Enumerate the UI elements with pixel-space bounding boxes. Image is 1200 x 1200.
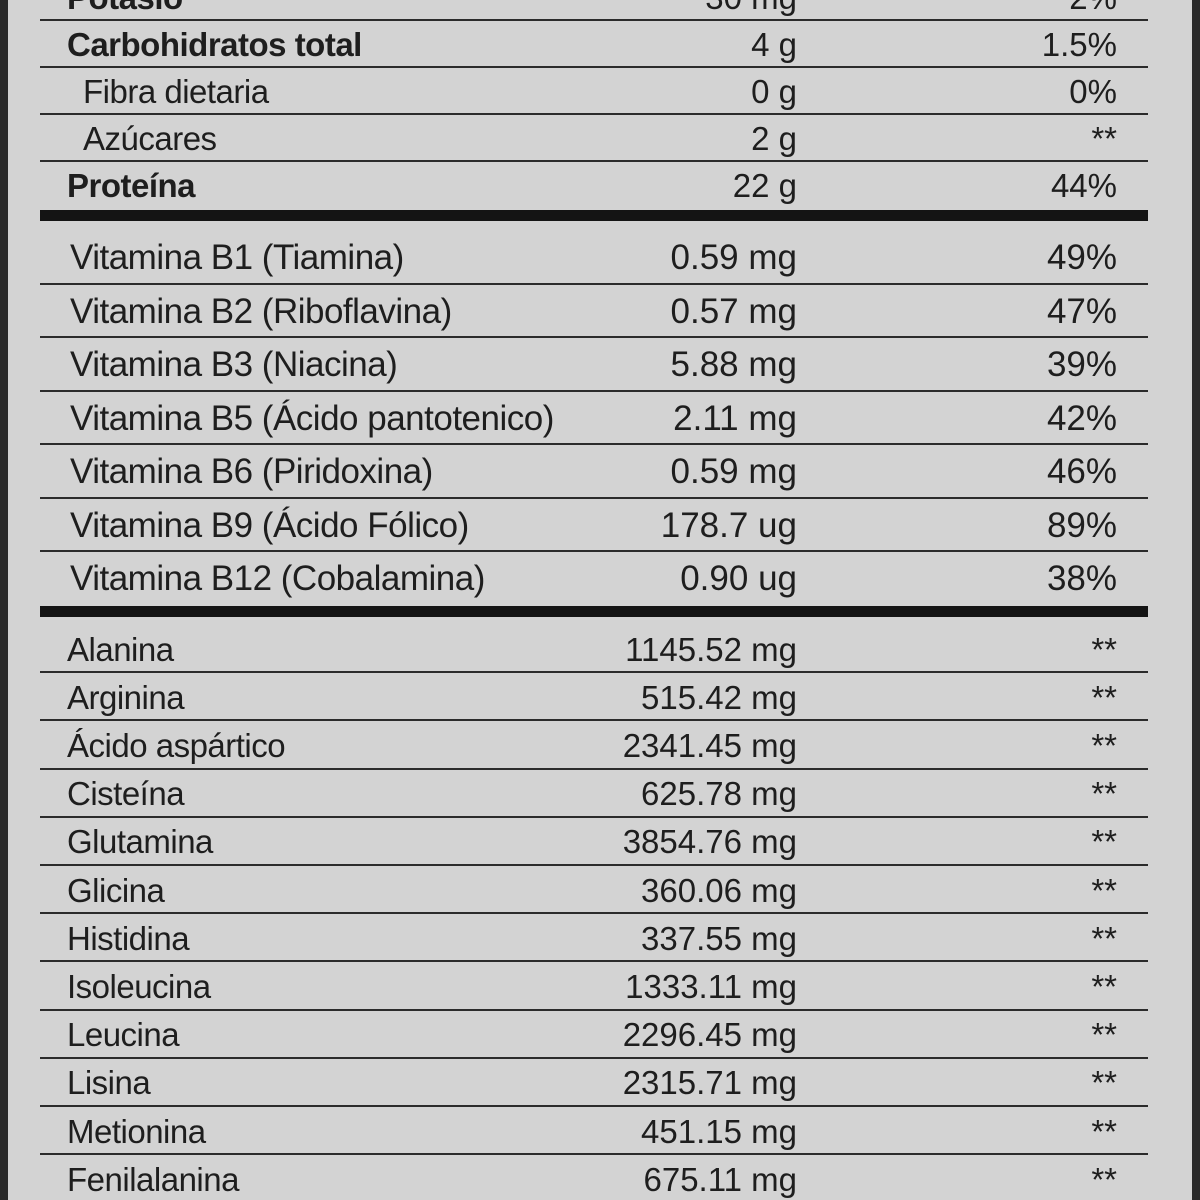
section-divider <box>40 606 1148 617</box>
amount: 2 g <box>751 120 797 157</box>
nutrient-name: Fenilalanina <box>67 1160 239 1198</box>
row-divider <box>40 1008 1148 1011</box>
amount: 675.11 mg <box>643 1160 798 1198</box>
row-divider <box>40 1153 1148 1156</box>
daily-value: ** <box>1091 1160 1117 1198</box>
nutrient-name: Histidina <box>67 919 190 957</box>
daily-value: ** <box>1091 871 1117 909</box>
nutrient-name: Azúcares <box>83 120 217 157</box>
amount: 625.78 mg <box>641 775 797 813</box>
amount: 0.59 mg <box>670 452 797 492</box>
daily-value: ** <box>1091 120 1117 157</box>
row-divider <box>40 1056 1148 1059</box>
row-divider <box>40 389 1148 392</box>
row-divider <box>40 443 1148 445</box>
amount: 5.88 mg <box>670 345 797 385</box>
nutrient-name: Arginina <box>67 678 185 716</box>
daily-value: 49% <box>1046 238 1117 278</box>
nutrient-name: Vitamina B5 (Ácido pantotenico) <box>70 398 554 438</box>
nutrient-name: Leucina <box>67 1016 180 1054</box>
daily-value: 42% <box>1046 398 1117 438</box>
amount: 451.15 mg <box>641 1112 797 1150</box>
amount: 2341.45 mg <box>622 727 797 764</box>
section-divider <box>40 210 1148 221</box>
nutrient-name: Glutamina <box>67 823 213 861</box>
daily-value: ** <box>1091 630 1117 668</box>
daily-value: ** <box>1091 823 1117 861</box>
amount: 0.57 mg <box>670 291 797 331</box>
daily-value: ** <box>1091 1016 1117 1054</box>
amount: 515.42 mg <box>641 678 797 716</box>
daily-value: 39% <box>1046 345 1117 385</box>
amount: 0.90 ug <box>680 559 797 599</box>
nutrient-name: Vitamina B2 (Riboflavina) <box>70 291 452 331</box>
nutrient-name: Vitamina B12 (Cobalamina) <box>70 559 485 599</box>
daily-value: ** <box>1091 727 1117 764</box>
amount: 2315.71 mg <box>622 1064 797 1102</box>
row-divider <box>40 113 1148 115</box>
daily-value: 89% <box>1046 505 1117 545</box>
daily-value: 44% <box>1050 167 1117 204</box>
row-divider <box>40 282 1148 285</box>
nutrient-name: Carbohidratos total <box>67 26 362 63</box>
daily-value: 0% <box>1069 73 1117 110</box>
nutrient-name: Metionina <box>67 1112 206 1150</box>
amount: 360.06 mg <box>641 871 797 909</box>
amount: 0 g <box>751 73 797 110</box>
daily-value: 2% <box>917 0 1117 14</box>
row-divider <box>40 767 1148 770</box>
amount: 0.59 mg <box>670 238 797 278</box>
daily-value: ** <box>1091 1064 1117 1102</box>
nutrient-name: Vitamina B1 (Tiamina) <box>70 238 404 278</box>
nutrient-name: Isoleucina <box>67 968 211 1005</box>
nutrient-name: Vitamina B9 (Ácido Fólico) <box>70 505 469 545</box>
row-divider <box>40 960 1148 963</box>
daily-value: 38% <box>1046 559 1117 599</box>
amount: 2.11 mg <box>673 398 797 438</box>
amount: 4 g <box>751 26 797 63</box>
row-divider <box>40 864 1148 866</box>
row-divider <box>40 160 1148 162</box>
nutrient-name: Potasio <box>67 0 183 14</box>
daily-value: 46% <box>1046 452 1117 492</box>
amount: 30 mg <box>497 0 797 14</box>
row-divider <box>40 19 1148 21</box>
row-divider <box>40 815 1148 818</box>
row-divider <box>40 550 1148 552</box>
amount: 2296.45 mg <box>622 1016 797 1054</box>
amount: 337.55 mg <box>641 919 797 957</box>
daily-value: ** <box>1091 1112 1117 1150</box>
daily-value: ** <box>1091 775 1117 813</box>
amount: 1145.52 mg <box>625 630 797 668</box>
nutrient-name: Fibra dietaria <box>83 73 269 110</box>
amount: 178.7 ug <box>660 505 797 545</box>
daily-value: 1.5% <box>1041 26 1117 63</box>
row-divider <box>40 336 1148 338</box>
daily-value: ** <box>1091 968 1117 1005</box>
nutrient-name: Ácido aspártico <box>67 727 286 764</box>
amount: 22 g <box>732 167 797 204</box>
nutrient-name: Lisina <box>67 1064 151 1102</box>
row-divider <box>40 671 1148 674</box>
amount: 3854.76 mg <box>622 823 797 861</box>
nutrient-name: Vitamina B6 (Piridoxina) <box>70 452 433 492</box>
nutrient-name: Cisteína <box>67 775 185 813</box>
daily-value: ** <box>1091 678 1117 716</box>
daily-value: 47% <box>1046 291 1117 331</box>
nutrition-table: Potasio 30 mg 2% Carbohidratos total 4 g 1.5%… <box>8 0 1192 1200</box>
row-divider <box>40 912 1148 915</box>
row-divider <box>40 496 1148 499</box>
daily-value: ** <box>1091 919 1117 957</box>
row-divider <box>40 719 1148 722</box>
nutrient-name: Proteína <box>67 167 196 204</box>
nutrient-name: Vitamina B3 (Niacina) <box>70 345 398 385</box>
nutrient-name: Glicina <box>67 871 165 909</box>
nutrient-name: Alanina <box>67 630 174 668</box>
row-divider <box>40 66 1148 68</box>
row-divider <box>40 1105 1148 1107</box>
amount: 1333.11 mg <box>625 968 797 1005</box>
